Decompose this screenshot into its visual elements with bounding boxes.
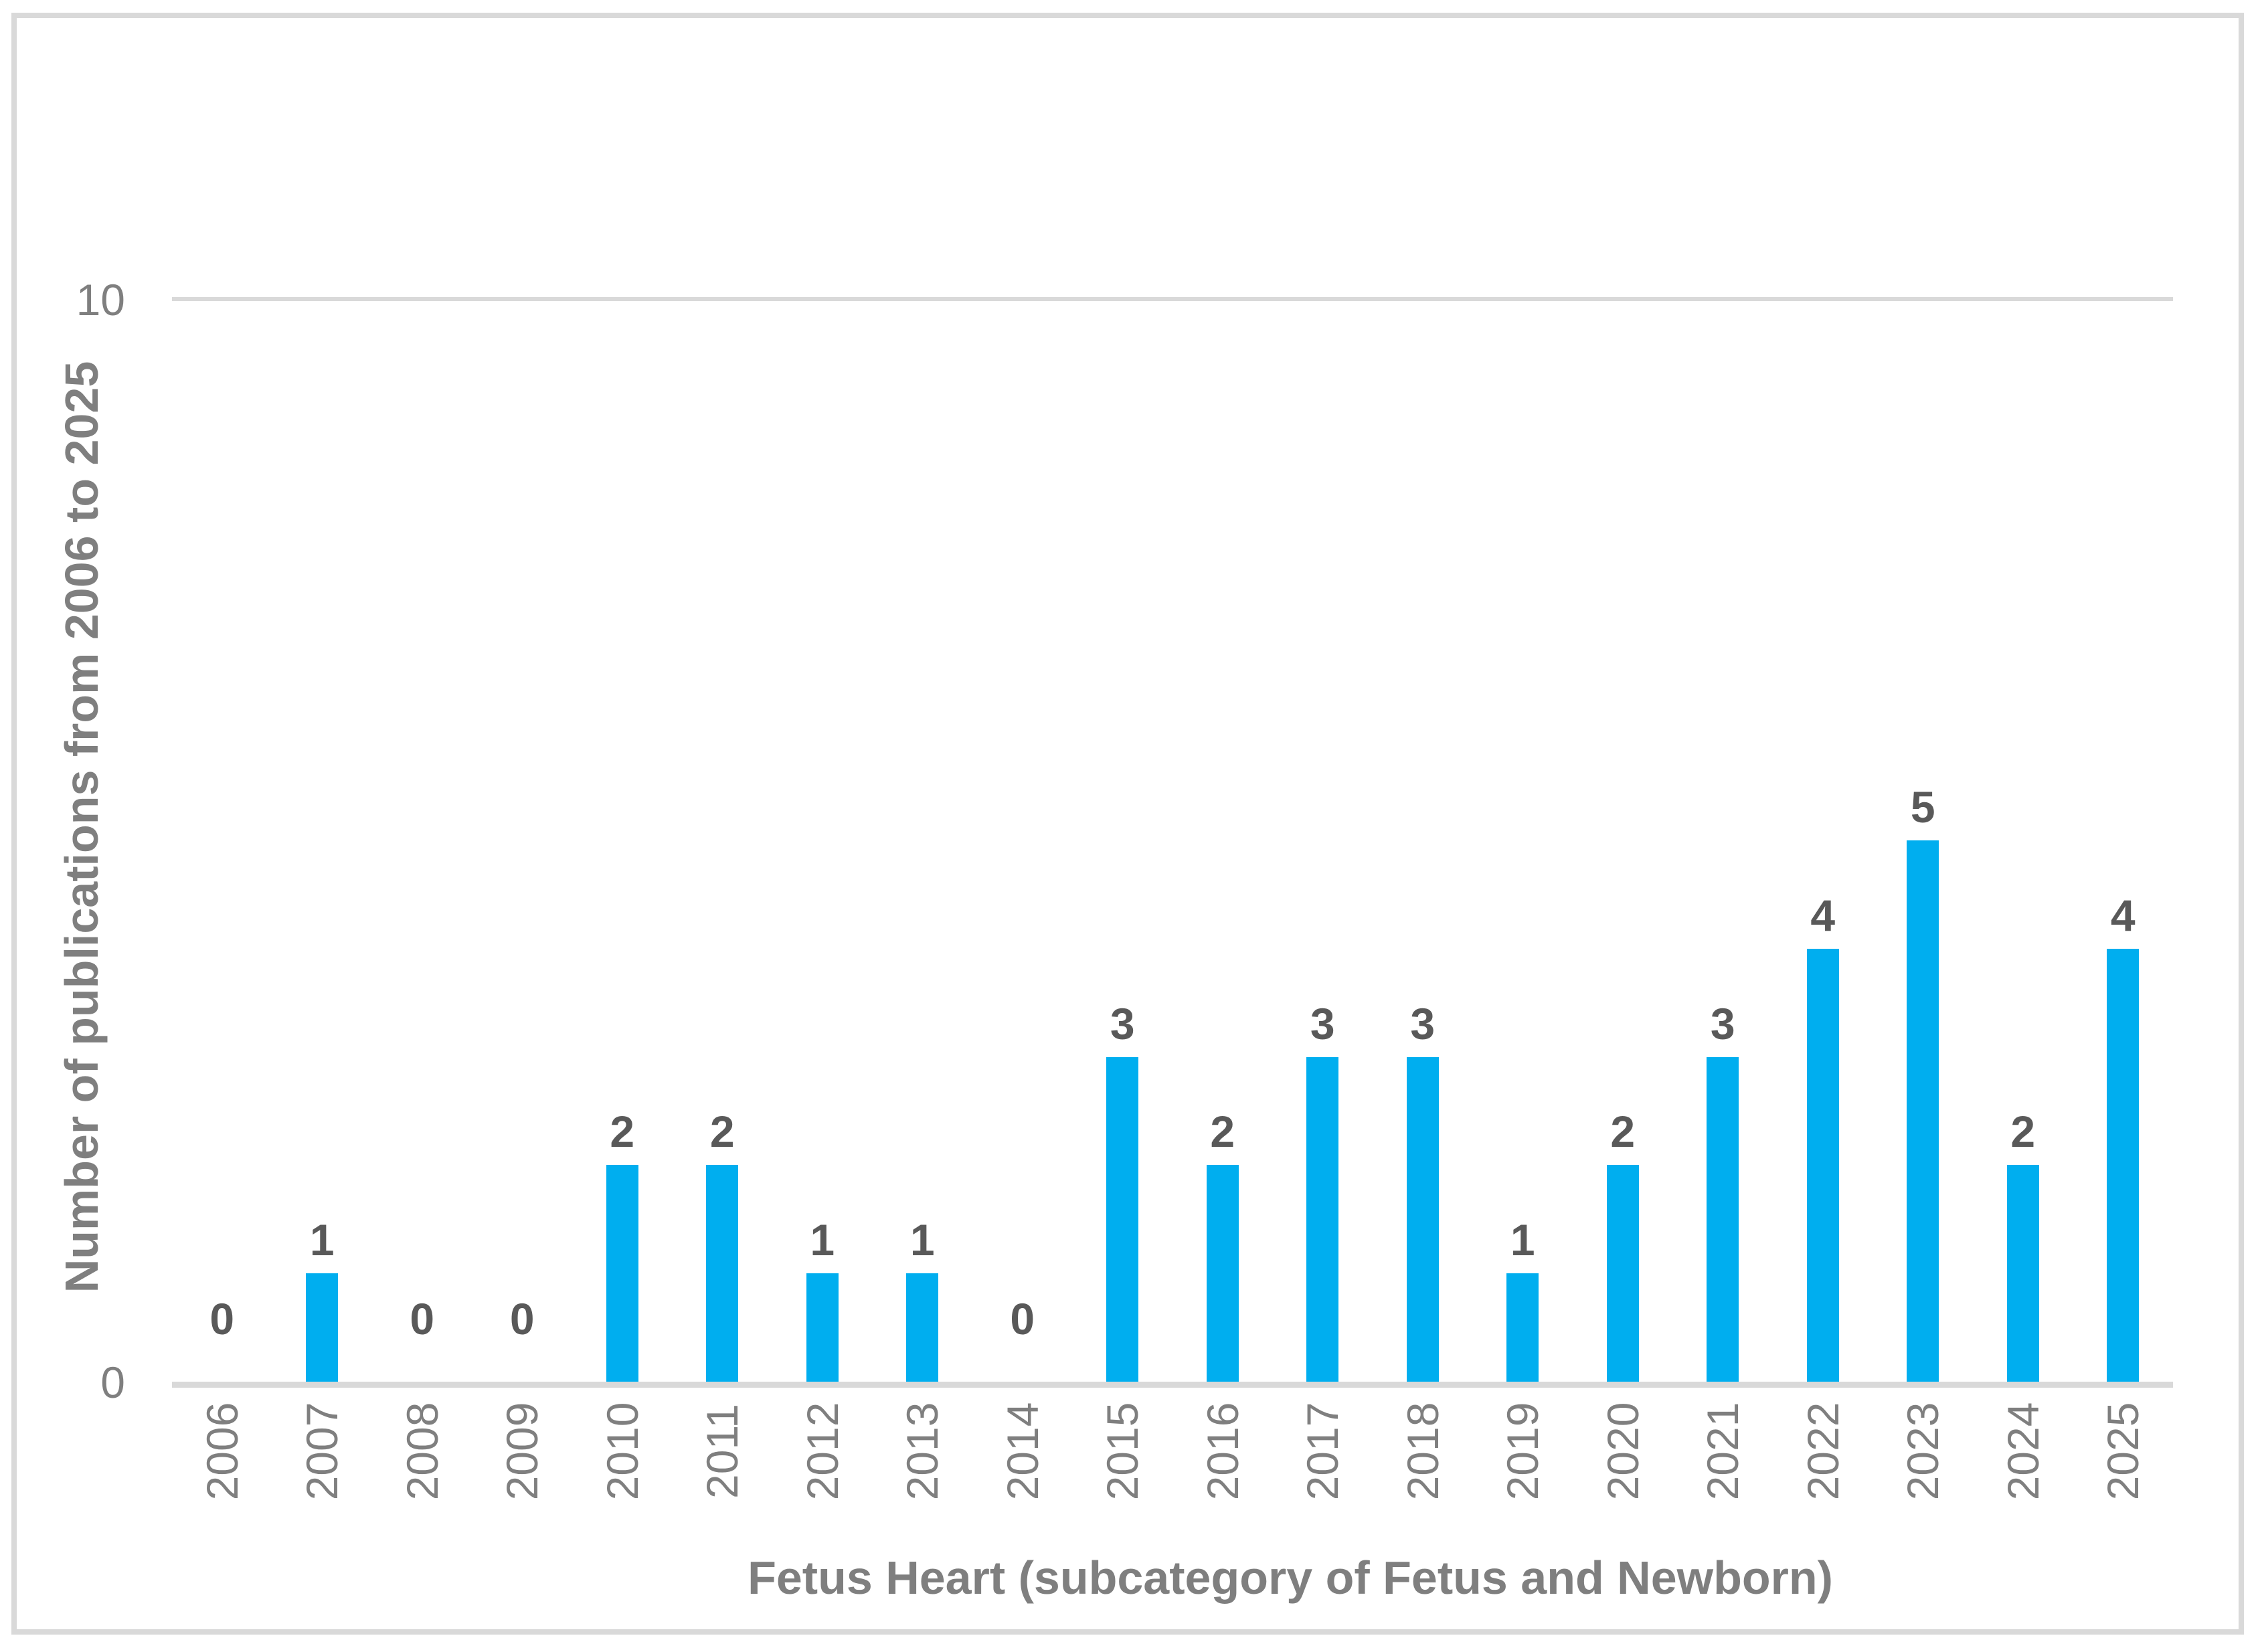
bar-2015 [1106,1057,1139,1382]
x-tick-label-2006: 2006 [197,1402,247,1501]
x-tick-label-2010: 2010 [597,1402,647,1501]
chart-frame: 10 0 0 2006 1 2007 0 2008 0 2009 2 2010 2 2011 1 2012… [11,13,2244,1635]
bar-2021 [1707,1057,1739,1382]
x-tick-label-2018: 2018 [1397,1402,1448,1501]
data-label-2016: 2 [1210,1107,1235,1157]
data-label-2011: 2 [709,1107,735,1157]
data-label-2024: 2 [2010,1107,2036,1157]
x-tick-label-2012: 2012 [797,1402,847,1501]
x-tick-label-2007: 2007 [297,1402,347,1501]
data-label-2007: 1 [309,1215,335,1265]
bar-2024 [2006,1165,2039,1382]
bar-2011 [706,1165,739,1382]
data-label-2012: 1 [810,1215,835,1265]
y-axis-tick-10: 10 [76,275,125,325]
x-tick-label-2013: 2013 [897,1402,948,1501]
bar-2022 [1806,948,1839,1382]
bar-2023 [1907,840,1939,1382]
bar-2019 [1506,1273,1539,1382]
gridline-y10 [172,297,2173,301]
bar-2013 [906,1273,939,1382]
data-label-2008: 0 [410,1294,435,1344]
bar-2016 [1206,1165,1239,1382]
x-tick-label-2023: 2023 [1898,1402,1948,1501]
x-axis-line [172,1382,2173,1388]
x-tick-label-2020: 2020 [1597,1402,1648,1501]
y-axis-tick-0: 0 [100,1358,125,1407]
data-label-2010: 2 [610,1107,635,1157]
y-axis-title: Number of publications from 2006 to 2025 [56,361,108,1293]
data-label-2014: 0 [1010,1294,1035,1344]
bar-2007 [306,1273,339,1382]
x-tick-label-2009: 2009 [497,1402,547,1501]
x-axis-title: Fetus Heart (subcategory of Fetus and Ne… [748,1552,1833,1604]
x-tick-label-2022: 2022 [1798,1402,1848,1501]
data-label-2022: 4 [1810,890,1836,940]
data-label-2013: 1 [909,1215,935,1265]
data-label-2006: 0 [209,1294,235,1344]
data-label-2019: 1 [1510,1215,1535,1265]
bar-2025 [2107,948,2140,1382]
bar-2020 [1606,1165,1639,1382]
bar-2018 [1406,1057,1439,1382]
data-label-2017: 3 [1310,998,1335,1048]
x-tick-label-2015: 2015 [1098,1402,1148,1501]
data-label-2009: 0 [509,1294,535,1344]
data-label-2015: 3 [1110,998,1135,1048]
data-label-2021: 3 [1710,998,1735,1048]
bar-2010 [606,1165,638,1382]
data-label-2018: 3 [1410,998,1436,1048]
bar-2017 [1306,1057,1339,1382]
x-tick-label-2016: 2016 [1197,1402,1247,1501]
x-tick-label-2019: 2019 [1498,1402,1548,1501]
x-tick-label-2024: 2024 [1998,1402,2048,1501]
bar-2012 [806,1273,839,1382]
x-tick-label-2011: 2011 [697,1404,748,1499]
x-tick-label-2025: 2025 [2098,1402,2148,1501]
x-tick-label-2008: 2008 [397,1402,447,1501]
data-label-2025: 4 [2110,890,2136,940]
x-tick-label-2021: 2021 [1698,1402,1748,1501]
data-label-2020: 2 [1610,1107,1636,1157]
data-label-2023: 5 [1910,782,1935,832]
x-tick-label-2014: 2014 [997,1402,1047,1501]
x-tick-label-2017: 2017 [1298,1402,1348,1501]
